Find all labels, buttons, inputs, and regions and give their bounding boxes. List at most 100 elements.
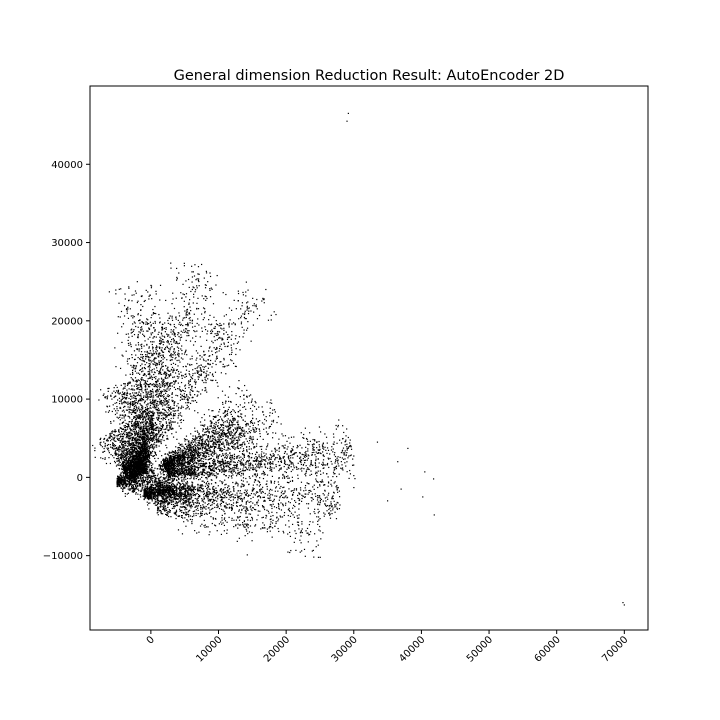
data-point [207,330,209,332]
data-point [221,419,223,421]
data-point [195,350,198,352]
data-point [144,364,146,366]
data-point [179,419,181,421]
data-point [129,431,131,433]
data-point [137,300,139,302]
data-point [131,440,133,442]
data-point [219,322,221,325]
data-point [134,426,136,429]
data-point [192,390,194,392]
data-point [218,325,220,327]
data-point [164,377,166,379]
data-point [133,439,135,441]
data-point [193,293,195,295]
data-point [107,448,109,451]
data-point [172,351,175,353]
data-point [125,454,127,456]
data-point [158,378,160,380]
data-point [198,365,200,367]
data-point [156,405,158,407]
data-point [149,462,151,464]
data-point [200,364,202,366]
data-point [169,374,171,376]
data-point [197,447,200,449]
data-point [125,462,127,464]
data-point [127,423,129,425]
data-point [145,383,147,385]
data-point [167,404,169,406]
data-point [256,308,258,310]
data-point [143,415,145,417]
data-point [239,434,241,436]
data-point [166,372,168,375]
data-point [139,447,141,449]
data-point [169,315,171,317]
data-point [158,436,160,438]
data-point [134,365,136,367]
data-point [174,363,177,366]
data-point [117,409,119,412]
data-point [153,360,155,362]
data-point [216,324,219,326]
data-point [202,435,204,437]
data-point [227,337,229,339]
data-point [198,285,200,287]
data-point [121,422,124,424]
data-point [157,439,159,441]
data-point [196,322,198,325]
data-point [204,378,206,380]
data-point [129,401,132,403]
data-point [128,411,130,413]
data-point [149,404,152,406]
data-point [112,444,115,447]
data-point [173,402,175,404]
data-point [163,417,165,420]
data-point [186,456,188,459]
data-point [240,428,243,430]
data-point [142,431,144,434]
data-point [255,306,257,308]
data-point [148,327,150,329]
data-point [145,454,147,456]
data-point [142,443,144,445]
data-point [147,356,149,358]
data-point [221,448,223,450]
data-point [131,357,133,359]
data-point [151,343,153,346]
data-point [158,353,160,355]
data-point [210,422,212,424]
data-point [147,330,149,332]
data-point [140,453,142,455]
data-point [143,432,145,435]
data-point [110,422,112,424]
data-point [139,458,141,460]
data-point [230,344,232,346]
data-point [196,395,198,397]
data-point [156,418,159,420]
data-point [224,421,226,423]
data-point [232,435,235,437]
data-point [131,445,133,447]
data-point [153,404,155,406]
data-point [131,447,133,449]
data-point [159,369,161,372]
data-point [125,422,127,425]
data-point [178,442,180,444]
data-point [160,462,162,464]
data-point [135,325,137,328]
data-point [173,403,175,405]
data-point [214,427,216,430]
data-point [158,398,161,400]
data-point [150,285,153,287]
data-point [238,336,241,338]
data-point [139,429,142,431]
data-point [148,295,150,297]
data-point [196,459,199,461]
data-point [152,455,154,458]
data-point [200,435,202,438]
data-point [188,380,190,382]
data-point [131,403,134,405]
data-point [146,465,148,468]
data-point [163,357,166,359]
data-point [245,408,247,410]
